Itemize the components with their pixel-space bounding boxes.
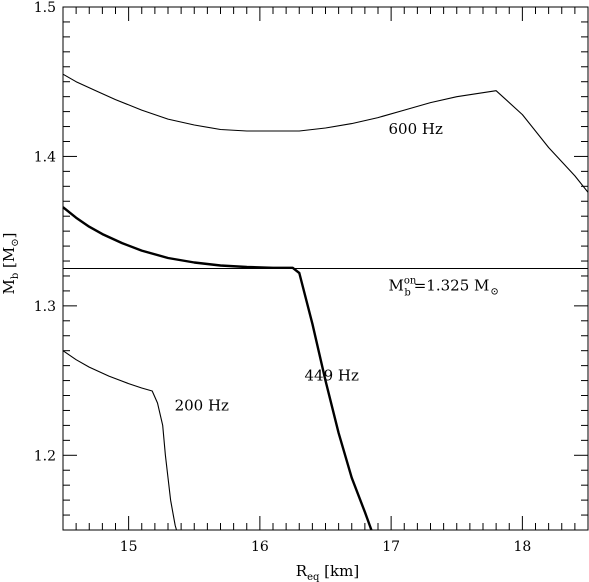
y-tick-label: 1.2 xyxy=(34,448,56,464)
threshold-label: Mon b =1.325 M⊙ xyxy=(389,276,499,299)
series-line-200-hz xyxy=(62,350,178,531)
series-line-600-hz xyxy=(62,73,589,193)
series-label-200-hz: 200 Hz xyxy=(175,396,229,414)
x-tick-label: 18 xyxy=(513,539,531,555)
x-tick-label: 15 xyxy=(120,539,138,555)
series-line-449-hz xyxy=(62,206,373,531)
y-tick-label: 1.4 xyxy=(34,149,56,165)
x-axis-label: Req [km] xyxy=(296,562,359,582)
tick-marks xyxy=(62,6,589,531)
series-labels: 600 Hz 449 Hz 200 Hz xyxy=(175,120,443,414)
tick-labels: 15 16 17 18 1.2 1.3 1.4 1.5 xyxy=(34,0,532,555)
y-axis-label: Mb [M⊙] xyxy=(0,233,21,295)
x-tick-label: 17 xyxy=(382,539,400,555)
series-label-600-hz: 600 Hz xyxy=(389,120,443,138)
y-tick-label: 1.3 xyxy=(34,299,56,315)
y-tick-label: 1.5 xyxy=(34,0,56,16)
series-group xyxy=(62,73,589,531)
x-tick-label: 16 xyxy=(251,539,269,555)
series-label-449-hz: 449 Hz xyxy=(305,367,359,385)
